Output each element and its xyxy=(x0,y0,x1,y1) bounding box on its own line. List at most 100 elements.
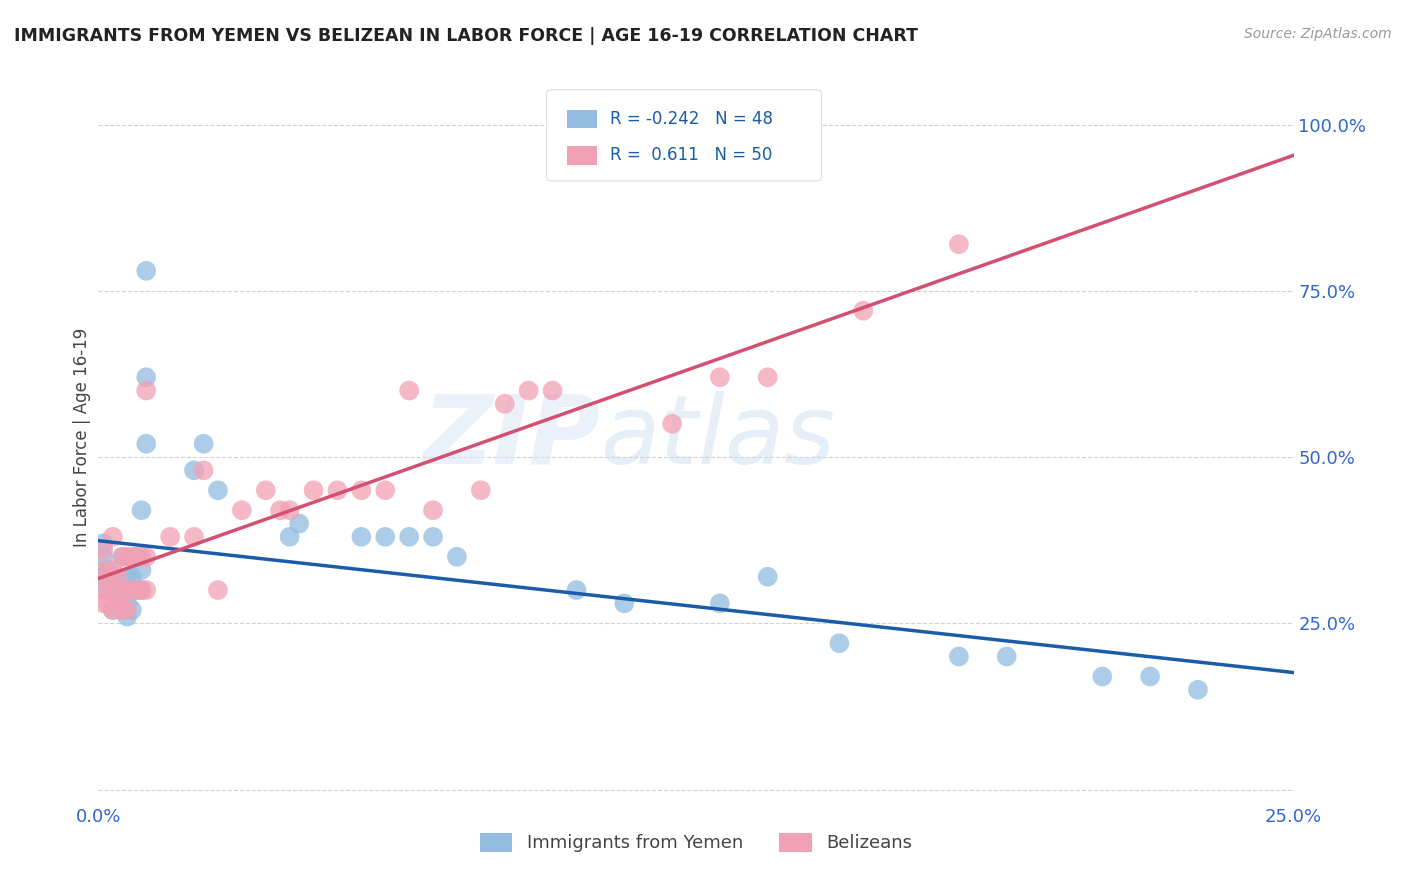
Point xyxy=(97,596,120,610)
Point xyxy=(948,237,970,252)
Point xyxy=(135,549,157,564)
Point xyxy=(231,503,253,517)
Point xyxy=(565,582,588,597)
Y-axis label: In Labor Force | Age 16-19: In Labor Force | Age 16-19 xyxy=(73,327,91,547)
Point xyxy=(709,370,731,384)
Point xyxy=(115,603,138,617)
Point xyxy=(494,397,516,411)
Point xyxy=(131,582,153,597)
Point xyxy=(97,570,120,584)
Point xyxy=(115,582,138,597)
Point xyxy=(278,530,301,544)
Point xyxy=(374,483,396,498)
Text: R =  0.611   N = 50: R = 0.611 N = 50 xyxy=(610,146,772,164)
Point xyxy=(1091,669,1114,683)
Point xyxy=(125,582,148,597)
Point xyxy=(101,582,124,597)
Point xyxy=(101,570,124,584)
Point xyxy=(422,530,444,544)
Point xyxy=(101,603,124,617)
Text: IMMIGRANTS FROM YEMEN VS BELIZEAN IN LABOR FORCE | AGE 16-19 CORRELATION CHART: IMMIGRANTS FROM YEMEN VS BELIZEAN IN LAB… xyxy=(14,27,918,45)
Text: atlas: atlas xyxy=(600,391,835,483)
Point xyxy=(131,563,153,577)
Point xyxy=(121,549,143,564)
Point xyxy=(661,417,683,431)
Point xyxy=(91,563,114,577)
Text: Source: ZipAtlas.com: Source: ZipAtlas.com xyxy=(1244,27,1392,41)
Point xyxy=(756,570,779,584)
Point xyxy=(613,596,636,610)
Point xyxy=(193,436,215,450)
Point xyxy=(125,582,148,597)
Point xyxy=(1139,669,1161,683)
Point xyxy=(828,636,851,650)
Legend: Immigrants from Yemen, Belizeans: Immigrants from Yemen, Belizeans xyxy=(472,826,920,860)
Point xyxy=(183,463,205,477)
Point xyxy=(111,582,134,597)
Point xyxy=(125,549,148,564)
Point xyxy=(756,370,779,384)
Point xyxy=(91,596,114,610)
Point xyxy=(115,570,138,584)
Point xyxy=(350,530,373,544)
Point xyxy=(995,649,1018,664)
Point xyxy=(101,582,124,597)
Point xyxy=(97,582,120,597)
Point xyxy=(111,549,134,564)
Point xyxy=(709,596,731,610)
Point xyxy=(207,483,229,498)
Point xyxy=(470,483,492,498)
Point xyxy=(101,563,124,577)
Point xyxy=(131,549,153,564)
Point xyxy=(107,596,129,610)
Point xyxy=(91,582,114,597)
Point xyxy=(852,303,875,318)
Text: ZIP: ZIP xyxy=(422,391,600,483)
FancyBboxPatch shape xyxy=(567,146,596,165)
Point xyxy=(135,264,157,278)
Point xyxy=(207,582,229,597)
Point xyxy=(115,609,138,624)
Point xyxy=(91,570,114,584)
Point xyxy=(91,549,114,564)
FancyBboxPatch shape xyxy=(547,90,821,181)
Point xyxy=(193,463,215,477)
Point xyxy=(350,483,373,498)
Point xyxy=(115,549,138,564)
Point xyxy=(278,503,301,517)
Point xyxy=(111,582,134,597)
Point xyxy=(398,384,420,398)
Point xyxy=(326,483,349,498)
Point xyxy=(288,516,311,531)
Point xyxy=(101,530,124,544)
Point xyxy=(91,543,114,558)
Point xyxy=(159,530,181,544)
Point xyxy=(121,582,143,597)
FancyBboxPatch shape xyxy=(567,110,596,128)
Point xyxy=(107,596,129,610)
Point xyxy=(111,603,134,617)
Point xyxy=(115,582,138,597)
Point xyxy=(422,503,444,517)
Point xyxy=(183,530,205,544)
Point xyxy=(446,549,468,564)
Point xyxy=(1187,682,1209,697)
Point xyxy=(135,436,157,450)
Point xyxy=(135,384,157,398)
Point xyxy=(111,603,134,617)
Point xyxy=(107,570,129,584)
Point xyxy=(541,384,564,398)
Point xyxy=(91,536,114,550)
Point xyxy=(398,530,420,544)
Point xyxy=(374,530,396,544)
Point xyxy=(948,649,970,664)
Point xyxy=(131,503,153,517)
Point xyxy=(121,603,143,617)
Point xyxy=(121,570,143,584)
Text: R = -0.242   N = 48: R = -0.242 N = 48 xyxy=(610,110,773,128)
Point xyxy=(131,582,153,597)
Point xyxy=(517,384,540,398)
Point xyxy=(135,582,157,597)
Point xyxy=(254,483,277,498)
Point xyxy=(121,582,143,597)
